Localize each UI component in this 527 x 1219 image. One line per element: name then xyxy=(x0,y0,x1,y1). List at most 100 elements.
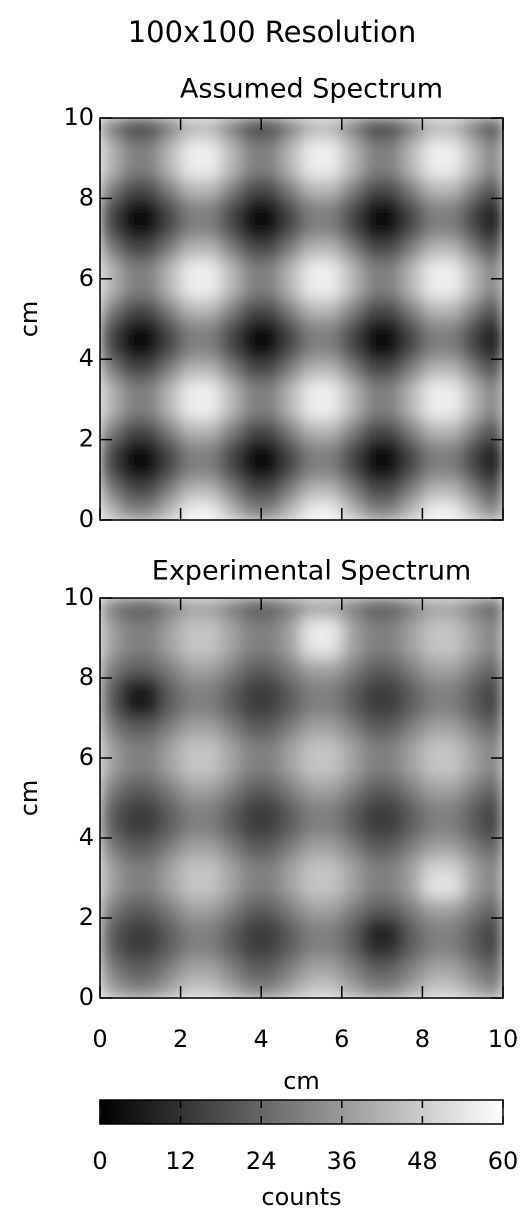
heatmap-cell xyxy=(140,339,162,360)
heatmap-cell xyxy=(241,319,262,340)
heatmap-cell xyxy=(261,439,282,461)
heatmap-cell xyxy=(220,479,242,501)
heatmap-cell xyxy=(220,838,242,859)
heatmap-cell xyxy=(200,419,222,441)
heatmap-cell xyxy=(422,798,444,819)
heatmap-cell xyxy=(422,878,444,899)
heatmap-cell xyxy=(382,339,403,360)
heatmap-cell xyxy=(462,178,484,199)
heatmap-cell xyxy=(321,798,343,819)
heatmap-cell xyxy=(220,778,242,799)
heatmap-cell xyxy=(120,738,141,759)
heatmap-cell xyxy=(241,598,262,619)
heatmap-cell xyxy=(402,958,423,979)
heatmap-cell xyxy=(241,178,262,199)
heatmap-cell xyxy=(200,198,222,220)
heatmap-cell xyxy=(402,158,423,179)
heatmap-cell xyxy=(301,298,323,320)
heatmap-cell xyxy=(281,678,303,699)
heatmap-cell xyxy=(321,278,343,300)
heatmap-cell xyxy=(140,439,162,461)
heatmap-cell xyxy=(442,918,464,939)
heatmap-cell xyxy=(341,938,363,959)
heatmap-cell xyxy=(462,878,484,899)
heatmap-cell xyxy=(361,278,383,300)
heatmap-cell xyxy=(180,758,202,779)
heatmap-cell xyxy=(261,858,282,879)
heatmap-cell xyxy=(462,938,484,959)
y-tick-label: 8 xyxy=(79,183,94,211)
heatmap-cell xyxy=(180,198,202,220)
heatmap-cell xyxy=(422,499,444,521)
heatmap-cell xyxy=(301,898,323,919)
heatmap-cell xyxy=(180,359,202,380)
heatmap-cell xyxy=(321,298,343,320)
heatmap-cell xyxy=(422,178,444,199)
heatmap-cell xyxy=(120,439,141,461)
heatmap-cell xyxy=(442,379,464,400)
heatmap-cell xyxy=(402,319,423,340)
heatmap-cell xyxy=(301,978,323,999)
heatmap-cell xyxy=(160,198,182,220)
heatmap-cell xyxy=(321,238,343,260)
heatmap-cell xyxy=(241,419,262,441)
heatmap-cell xyxy=(140,258,162,280)
heatmap-cell xyxy=(261,778,282,799)
heatmap-cell xyxy=(462,258,484,280)
heatmap-cell xyxy=(180,658,202,679)
heatmap-cell xyxy=(361,718,383,739)
heatmap-cell xyxy=(321,218,343,240)
heatmap-cell xyxy=(200,218,222,240)
heatmap-cell xyxy=(462,138,484,159)
heatmap-cell xyxy=(341,238,363,260)
heatmap-cell xyxy=(382,178,403,199)
heatmap-cell xyxy=(422,818,444,839)
heatmap-cell xyxy=(462,778,484,799)
heatmap-cell xyxy=(462,818,484,839)
heatmap-cell xyxy=(301,638,323,659)
heatmap-cell xyxy=(422,278,444,300)
heatmap-cell xyxy=(140,618,162,639)
heatmap-cell xyxy=(160,758,182,779)
heatmap-cell xyxy=(442,818,464,839)
heatmap-cell xyxy=(382,359,403,380)
heatmap-cell xyxy=(241,838,262,859)
heatmap-cell xyxy=(442,718,464,739)
heatmap-cell xyxy=(402,738,423,759)
heatmap-cell xyxy=(180,258,202,280)
heatmap-cell xyxy=(341,499,363,521)
heatmap-cell xyxy=(341,738,363,759)
heatmap-cell xyxy=(281,319,303,340)
heatmap-cell xyxy=(301,379,323,400)
heatmap-cell xyxy=(361,698,383,719)
heatmap-cell xyxy=(220,978,242,999)
heatmap-cell xyxy=(281,618,303,639)
heatmap-cell xyxy=(100,118,121,139)
heatmap-cell xyxy=(301,339,323,360)
heatmap-cell xyxy=(120,379,141,400)
heatmap-cell xyxy=(361,419,383,441)
heatmap-cell xyxy=(160,399,182,421)
heatmap-cell xyxy=(120,638,141,659)
heatmap-cell xyxy=(160,918,182,939)
heatmap-cell xyxy=(402,798,423,819)
heatmap-cell xyxy=(442,958,464,979)
heatmap-cell xyxy=(100,718,121,739)
heatmap-cell xyxy=(120,898,141,919)
heatmap-cell xyxy=(180,878,202,899)
heatmap-cell xyxy=(120,459,141,481)
heatmap-cell xyxy=(382,778,403,799)
heatmap-cell xyxy=(180,459,202,481)
heatmap-cell xyxy=(301,678,323,699)
heatmap-cell xyxy=(281,379,303,400)
heatmap-cell xyxy=(361,218,383,240)
heatmap-cell xyxy=(100,399,121,421)
heatmap-cell xyxy=(422,459,444,481)
heatmap-cell xyxy=(422,838,444,859)
heatmap-cell xyxy=(321,158,343,179)
heatmap-cell xyxy=(281,818,303,839)
heatmap-cell xyxy=(301,218,323,240)
heatmap-cell xyxy=(462,339,484,360)
x-tick-label: 4 xyxy=(254,1025,269,1053)
plot-frame xyxy=(99,117,504,521)
